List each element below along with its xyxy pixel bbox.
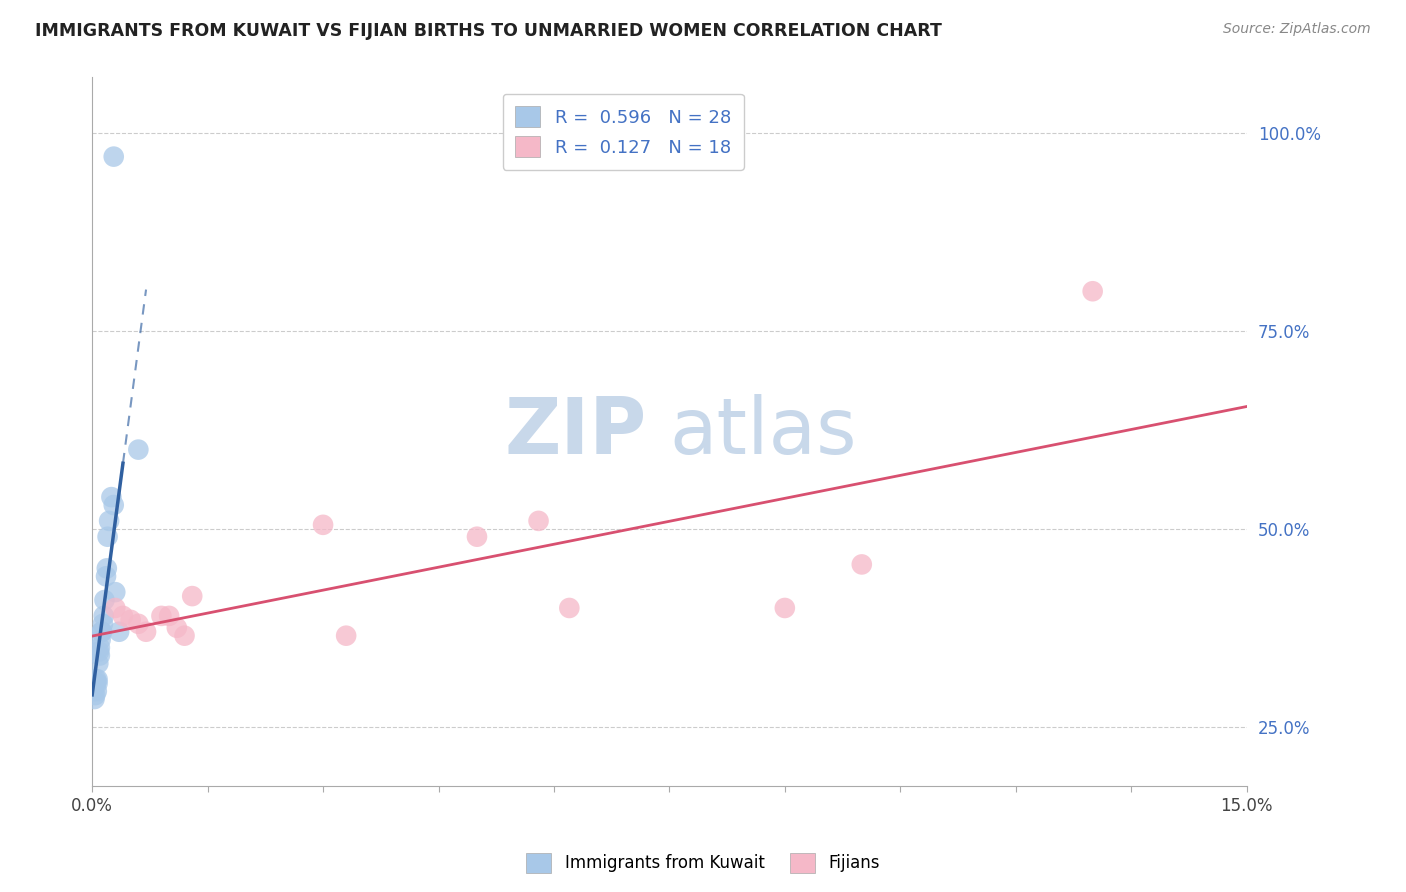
- Point: [465, 530, 488, 544]
- Point: [312, 517, 335, 532]
- Point: [104, 585, 127, 599]
- Point: [100, 490, 122, 504]
- Point: [558, 601, 581, 615]
- Point: [104, 601, 127, 615]
- Text: atlas: atlas: [669, 393, 856, 470]
- Point: [91, 616, 114, 631]
- Point: [97, 530, 120, 544]
- Text: Source: ZipAtlas.com: Source: ZipAtlas.com: [1223, 22, 1371, 37]
- Text: IMMIGRANTS FROM KUWAIT VS FIJIAN BIRTHS TO UNMARRIED WOMEN CORRELATION CHART: IMMIGRANTS FROM KUWAIT VS FIJIAN BIRTHS …: [35, 22, 942, 40]
- Point: [166, 621, 188, 635]
- Point: [851, 558, 873, 572]
- Point: [150, 608, 173, 623]
- Point: [87, 644, 110, 658]
- Point: [83, 692, 105, 706]
- Point: [91, 624, 114, 639]
- Point: [98, 514, 121, 528]
- Point: [120, 613, 142, 627]
- Point: [87, 657, 110, 671]
- Point: [90, 632, 112, 647]
- Point: [84, 672, 107, 686]
- Point: [86, 684, 108, 698]
- Point: [89, 648, 111, 663]
- Point: [773, 601, 796, 615]
- Point: [83, 684, 105, 698]
- Point: [84, 688, 107, 702]
- Point: [89, 640, 111, 655]
- Point: [527, 514, 550, 528]
- Legend: R =  0.596   N = 28, R =  0.127   N = 18: R = 0.596 N = 28, R = 0.127 N = 18: [502, 94, 744, 169]
- Legend: Immigrants from Kuwait, Fijians: Immigrants from Kuwait, Fijians: [520, 847, 886, 880]
- Point: [86, 676, 108, 690]
- Point: [127, 616, 149, 631]
- Point: [94, 569, 117, 583]
- Point: [108, 624, 131, 639]
- Point: [1081, 285, 1104, 299]
- Point: [96, 561, 118, 575]
- Point: [93, 593, 115, 607]
- Text: ZIP: ZIP: [503, 393, 647, 470]
- Point: [127, 442, 149, 457]
- Point: [335, 629, 357, 643]
- Point: [86, 672, 108, 686]
- Point: [103, 150, 125, 164]
- Point: [90, 624, 112, 639]
- Point: [157, 608, 180, 623]
- Point: [135, 624, 157, 639]
- Point: [103, 498, 125, 512]
- Point: [93, 608, 115, 623]
- Point: [84, 676, 107, 690]
- Point: [173, 629, 195, 643]
- Point: [111, 608, 134, 623]
- Point: [181, 589, 204, 603]
